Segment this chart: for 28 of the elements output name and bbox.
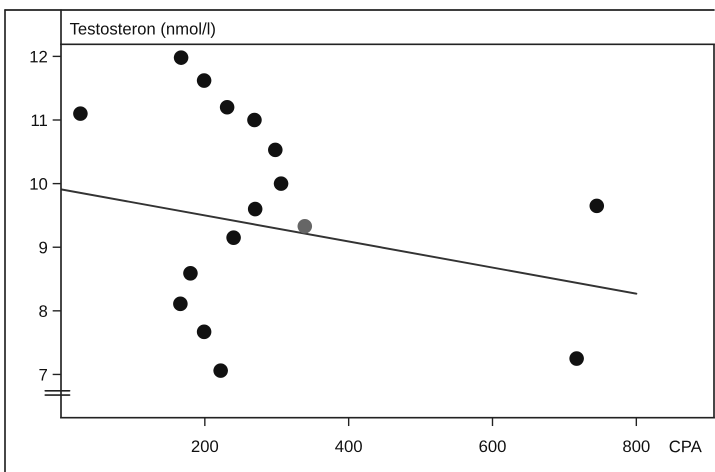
- point: [226, 230, 241, 245]
- point: [73, 106, 88, 121]
- point: [213, 363, 228, 378]
- y-tick-label: 7: [39, 369, 47, 380]
- point: [569, 351, 584, 366]
- point: [196, 73, 212, 88]
- x-tick-label: 600: [479, 440, 506, 452]
- point: [268, 142, 283, 158]
- y-axis-title: Testosteron (nmol/l): [70, 22, 215, 38]
- point: [247, 112, 262, 128]
- point: [589, 198, 604, 214]
- point: [298, 218, 312, 234]
- point: [173, 296, 188, 312]
- point: [174, 50, 188, 65]
- y-tick-label: 9: [39, 242, 48, 254]
- point: [248, 202, 262, 216]
- y-tick-label: 10: [30, 178, 48, 190]
- y-tick-label: 11: [32, 114, 47, 126]
- y-tick-label: 12: [30, 50, 47, 62]
- y-tick-label: 8: [39, 305, 48, 318]
- x-tick-label: 200: [192, 440, 218, 452]
- x-tick-label: 400: [335, 440, 362, 452]
- x-axis-title: CPA: [670, 440, 702, 452]
- x-tick-label: 800: [623, 440, 650, 452]
- point: [196, 324, 212, 340]
- point: [220, 100, 234, 115]
- point: [274, 176, 288, 191]
- point: [183, 266, 198, 281]
